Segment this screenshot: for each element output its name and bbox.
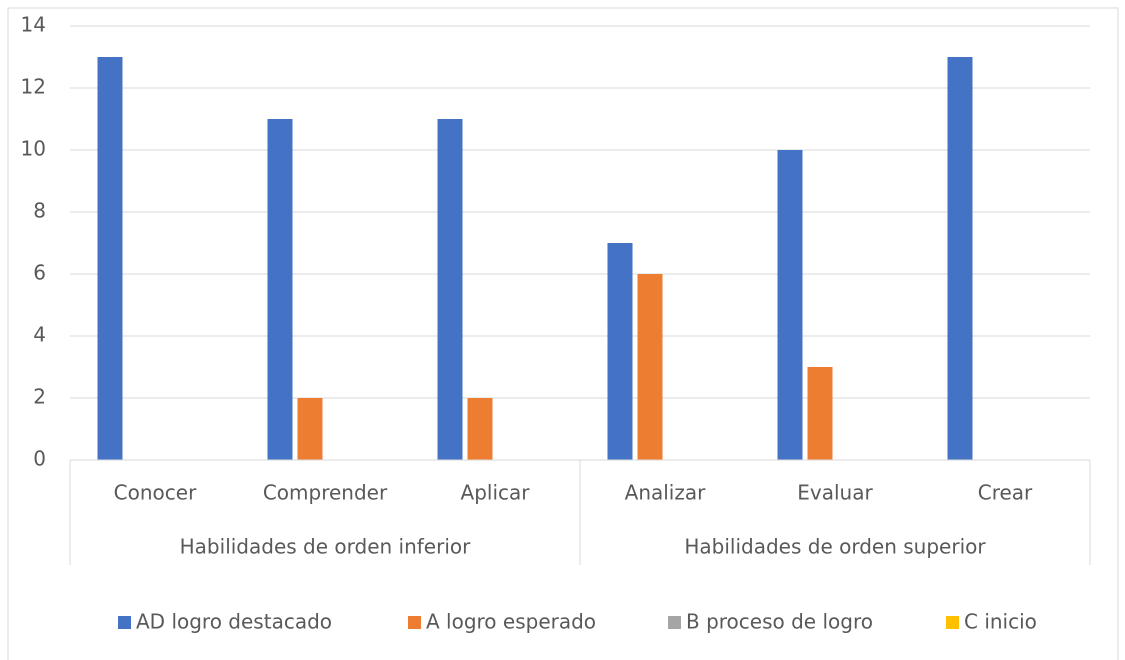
- bar: [947, 57, 973, 460]
- bar: [467, 398, 493, 460]
- bar: [297, 398, 323, 460]
- chart-border: [7, 7, 1119, 660]
- legend-swatch: [118, 616, 131, 629]
- x-tick-label: Comprender: [263, 481, 388, 505]
- x-tick-label: Analizar: [625, 481, 706, 505]
- x-tick-label: Evaluar: [797, 481, 873, 505]
- y-tick-label: 8: [33, 199, 46, 223]
- group-label: Habilidades de orden inferior: [180, 535, 471, 559]
- y-tick-label: 0: [33, 447, 46, 471]
- legend-label: AD logro destacado: [136, 610, 332, 634]
- legend-swatch: [946, 616, 959, 629]
- legend-label: C inicio: [964, 610, 1037, 634]
- bar: [267, 119, 293, 460]
- y-tick-label: 4: [33, 323, 46, 347]
- y-tick-label: 10: [21, 137, 46, 161]
- bar: [437, 119, 463, 460]
- y-tick-label: 12: [21, 75, 46, 99]
- bar: [777, 150, 803, 460]
- y-tick-label: 14: [21, 13, 46, 37]
- x-tick-label: Aplicar: [461, 481, 531, 505]
- bar: [637, 274, 663, 460]
- group-label: Habilidades de orden superior: [684, 535, 986, 559]
- legend-label: B proceso de logro: [686, 610, 873, 634]
- bar: [97, 57, 123, 460]
- y-tick-label: 2: [33, 385, 46, 409]
- x-tick-label: Conocer: [114, 481, 197, 505]
- y-tick-label: 6: [33, 261, 46, 285]
- bar: [807, 367, 833, 460]
- legend-label: A logro esperado: [426, 610, 596, 634]
- bar: [607, 243, 633, 460]
- x-tick-label: Crear: [978, 481, 1033, 505]
- legend-swatch: [668, 616, 681, 629]
- legend-swatch: [408, 616, 421, 629]
